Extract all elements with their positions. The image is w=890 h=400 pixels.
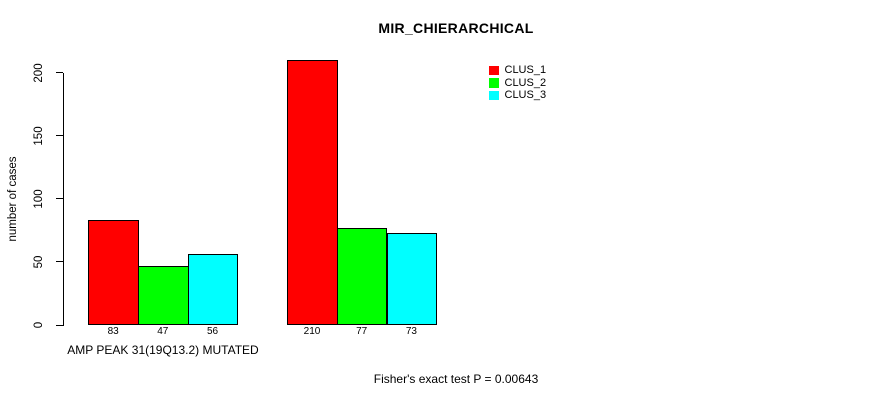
legend-swatch-clus_3: [489, 90, 499, 101]
chart-title: MIR_CHIERARCHICAL: [378, 20, 534, 36]
y-axis-tick: [56, 324, 63, 326]
bar-clus_3-group-1: [187, 254, 239, 325]
bar-value-label: 83: [107, 326, 119, 337]
legend-label-clus_1: CLUS_1: [504, 64, 547, 76]
y-axis-line: [63, 72, 64, 326]
bar-value-label: 47: [157, 326, 169, 337]
bar-value-label: 77: [356, 326, 368, 337]
legend-item-clus_3: CLUS_3: [489, 89, 546, 102]
legend-swatch-clus_1: [489, 65, 499, 76]
legend-item-clus_2: CLUS_2: [489, 77, 546, 90]
y-axis-tick-label: 50: [33, 255, 45, 269]
legend-item-clus_1: CLUS_1: [489, 64, 546, 77]
legend-label-clus_3: CLUS_3: [504, 89, 547, 102]
bar-clus_1-group-2: [287, 60, 338, 325]
y-axis-tick-label: 200: [33, 63, 45, 83]
bar-value-label: 56: [206, 326, 219, 337]
y-axis-tick: [56, 261, 63, 263]
x-axis-group-label: AMP PEAK 31(19Q13.2) MUTATED: [67, 343, 259, 357]
legend-label-clus_2: CLUS_2: [504, 76, 547, 89]
y-axis-tick-label: 0: [33, 321, 45, 329]
y-axis-tick: [56, 198, 63, 200]
y-axis-label: number of cases: [7, 156, 19, 242]
fisher-test-annotation: Fisher's exact test P = 0.00643: [373, 372, 539, 386]
bar-clus_2-group-2: [336, 227, 388, 325]
bar-value-label: 210: [303, 326, 321, 337]
legend: CLUS_1 CLUS_2 CLUS_3: [489, 64, 546, 102]
y-axis-tick: [56, 72, 63, 74]
bar-clus_2-group-1: [138, 265, 189, 325]
bar-clus_1-group-1: [88, 220, 139, 325]
legend-swatch-clus_2: [489, 78, 499, 88]
y-axis-tick: [56, 135, 63, 137]
y-axis-tick-label: 150: [33, 126, 45, 146]
y-axis-tick-label: 100: [33, 189, 45, 209]
bar-clus_3-group-2: [386, 232, 438, 325]
bar-value-label: 73: [405, 326, 417, 337]
